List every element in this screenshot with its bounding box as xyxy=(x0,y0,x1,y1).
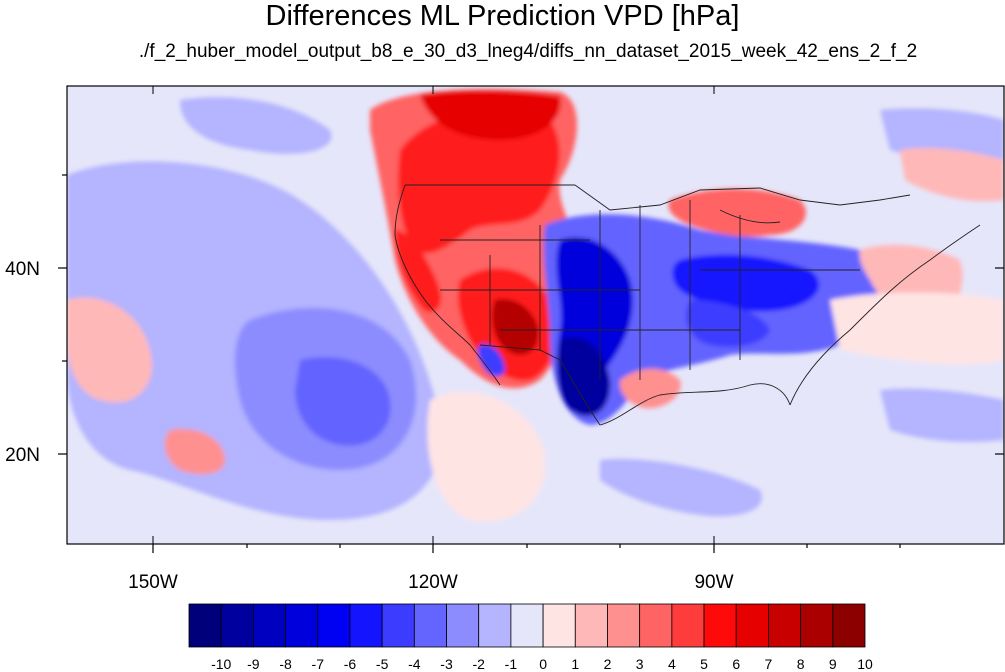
map-title: Differences ML Prediction VPD [hPa] xyxy=(265,0,740,32)
colorbar-swatch xyxy=(285,603,319,648)
colorbar-swatch xyxy=(317,603,351,648)
colorbar-swatch xyxy=(832,603,866,648)
colorbar: -10 -9 -8 -7 -6 -5 -4 -3 -2 -1 0 1 2 3 4 5 6 7 8 9 10 xyxy=(188,603,873,672)
lon-label-150w: 150W xyxy=(128,572,178,593)
kentucky-blue xyxy=(686,300,770,347)
map-plot-area xyxy=(67,86,1004,544)
colorbar-tick-label: -5 xyxy=(376,656,389,672)
colorbar-tick-label: -1 xyxy=(505,656,518,672)
colorbar-swatch xyxy=(768,603,802,648)
caribbean-blue-wisp xyxy=(600,459,762,517)
colorbar-tick-label: -8 xyxy=(279,656,292,672)
arizona-dark-red xyxy=(492,299,539,355)
colorbar-tick-label: 9 xyxy=(829,656,837,672)
west-pacific-pink-patch xyxy=(67,297,152,403)
colorbar-swatch xyxy=(252,603,286,648)
colorbar-swatch xyxy=(671,603,705,648)
colorbar-tick-label: 6 xyxy=(732,656,740,672)
coastlines-and-borders xyxy=(394,184,981,426)
lon-label-90w: 90W xyxy=(694,572,733,593)
gulf-coast-red xyxy=(619,368,681,409)
colorbar-swatch xyxy=(220,603,254,648)
baja-blue xyxy=(477,344,505,377)
colorbar-tick-label: 8 xyxy=(797,656,805,672)
eastern-pacific-pink xyxy=(427,392,546,522)
colorbar-tick-label: -9 xyxy=(247,656,260,672)
colorbar-tick-label: 1 xyxy=(571,656,579,672)
colorbar-swatch xyxy=(800,603,834,648)
colorbar-swatch xyxy=(478,603,512,648)
colorbar-swatch xyxy=(735,603,769,648)
gulf-alaska-blue xyxy=(180,97,332,154)
colorbar-tick-label: 5 xyxy=(700,656,708,672)
colorbar-swatch xyxy=(542,603,576,648)
atlantic-light-red xyxy=(830,292,1004,365)
colorbar-swatch xyxy=(188,603,222,648)
north-atlantic-pink xyxy=(900,148,1004,202)
texas-dark-blue xyxy=(557,337,611,416)
northwest-red-core xyxy=(398,110,560,254)
map-subtitle: ./f_2_huber_model_output_b8_e_30_d3_lneg… xyxy=(138,41,918,62)
colorbar-tick-label: 0 xyxy=(539,656,547,672)
colorbar-tick-label: 7 xyxy=(765,656,773,672)
map-frame xyxy=(66,85,1005,545)
lat-label-20n: 20N xyxy=(5,445,40,466)
colorbar-tick-label: 3 xyxy=(636,656,644,672)
colorbar-tick-label: -10 xyxy=(211,656,231,672)
colorbar-tick-label: -4 xyxy=(408,656,421,672)
colorbar-swatch xyxy=(574,603,608,648)
colorbar-swatch xyxy=(703,603,737,648)
colorbar-swatch xyxy=(607,603,641,648)
lat-label-40n: 40N xyxy=(5,259,40,280)
california-red-strip xyxy=(395,230,441,313)
lon-label-120w: 120W xyxy=(408,572,458,593)
colorbar-tick-label: -3 xyxy=(440,656,453,672)
great-lakes-red xyxy=(668,188,806,237)
inner-tick-marks xyxy=(152,86,715,544)
atlantic-blue-band xyxy=(880,388,1004,442)
colorbar-swatch xyxy=(639,603,673,648)
colorbar-swatch xyxy=(381,603,415,648)
colorbar-tick-label: -6 xyxy=(344,656,357,672)
ohio-valley-blue xyxy=(672,254,819,312)
pacific-blue-core xyxy=(295,356,391,446)
north-atlantic-blue xyxy=(880,108,1004,162)
canada-red-core xyxy=(420,90,561,140)
colorbar-swatch xyxy=(446,603,480,648)
hawaii-pink-patch xyxy=(164,429,225,475)
colorbar-swatch xyxy=(349,603,383,648)
colorbar-tick-label: -7 xyxy=(312,656,325,672)
colorbar-tick-label: 10 xyxy=(857,656,873,672)
colorbar-swatch xyxy=(510,603,544,648)
colorbar-tick-label: -2 xyxy=(472,656,485,672)
colorbar-tick-label: 2 xyxy=(604,656,612,672)
colorbar-tick-label: 4 xyxy=(668,656,676,672)
north-pacific-blue-band xyxy=(81,199,319,280)
axis-ticks xyxy=(58,174,1004,553)
colorbar-swatch xyxy=(413,603,447,648)
